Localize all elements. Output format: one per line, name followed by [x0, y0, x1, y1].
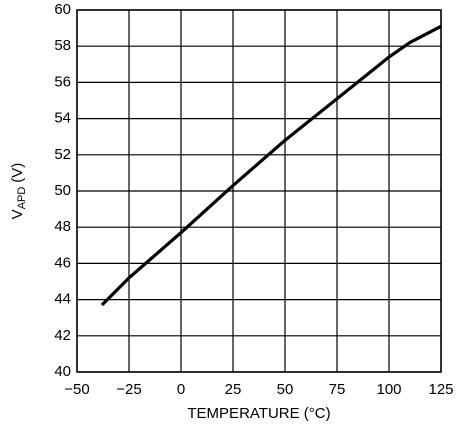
x-tick-label: 100	[376, 381, 401, 398]
y-tick-label: 54	[54, 110, 71, 127]
x-tick-label: 0	[177, 381, 185, 398]
y-tick-label: 50	[54, 182, 71, 199]
y-axis-label: VAPD (V)	[9, 163, 28, 220]
y-tick-label: 60	[54, 1, 71, 18]
y-tick-label: 46	[54, 254, 71, 271]
x-axis-label: TEMPERATURE (°C)	[187, 405, 330, 422]
y-tick-label: 40	[54, 363, 71, 380]
y-label-unit: (V)	[9, 163, 26, 183]
y-tick-label: 48	[54, 218, 71, 235]
x-tick-label: 50	[277, 381, 294, 398]
y-tick-label: 42	[54, 327, 71, 344]
x-tick-label: 25	[225, 381, 242, 398]
x-tick-label: −50	[64, 381, 89, 398]
y-tick-label: 58	[54, 37, 71, 54]
x-tick-label: 125	[428, 381, 453, 398]
x-tick-label: −25	[116, 381, 141, 398]
y-label-sub: APD	[16, 187, 28, 210]
x-tick-label: 75	[329, 381, 346, 398]
y-tick-label: 56	[54, 73, 71, 90]
plot-frame	[76, 9, 442, 373]
y-label-main: V	[9, 209, 26, 219]
data-line	[100, 24, 442, 307]
y-tick-label: 52	[54, 146, 71, 163]
y-tick-label: 44	[54, 291, 71, 308]
